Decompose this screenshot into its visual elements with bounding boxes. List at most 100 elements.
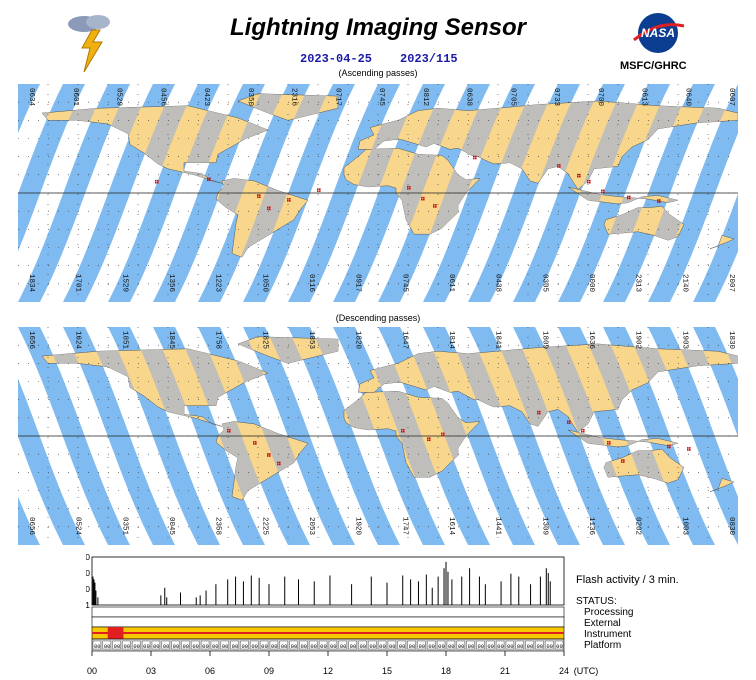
platform-value: 00: [153, 643, 160, 650]
flash-point: [435, 204, 437, 206]
flash-point: [557, 166, 559, 168]
flash-point: [443, 432, 445, 435]
flash-point: [253, 441, 255, 443]
pass-time-bottom-label: 1834: [27, 274, 35, 293]
pass-time-bottom-label: 1920: [354, 517, 362, 536]
platform-value: 00: [478, 643, 485, 650]
external-label: External: [584, 618, 621, 629]
platform-cell: [259, 640, 269, 650]
platform-value: 00: [143, 643, 150, 650]
flash-point: [409, 187, 411, 190]
platform-cell: [407, 640, 416, 650]
descending-map: 1656 1624 1851 1845 1758 1825 1853 1820 1647 1814…: [18, 327, 738, 545]
flash-point: [287, 198, 289, 200]
flash-point: [537, 412, 539, 415]
processing-bar: [91, 606, 565, 618]
flash-point: [601, 189, 603, 192]
flash-point: [433, 206, 435, 208]
platform-label: Platform: [584, 640, 622, 651]
platform-cell: [141, 640, 151, 650]
platform-cell: [112, 640, 121, 650]
pass-time-bottom-label: 1136: [587, 517, 595, 536]
pass-time-bottom-label: 0438: [494, 274, 502, 292]
y-tick-label: 1: [86, 600, 90, 610]
flash-point: [627, 195, 629, 198]
flash-point: [257, 194, 259, 197]
pass-time-top-label: 0529: [115, 88, 123, 106]
pass-time-bottom-label: 1356: [167, 274, 175, 293]
platform-value: 00: [114, 643, 121, 650]
continent: [709, 478, 735, 492]
flash-point: [621, 461, 623, 463]
platform-value: 00: [251, 643, 258, 650]
flash-point: [255, 443, 257, 445]
x-tick-label: 09: [263, 666, 275, 676]
flash-point: [627, 197, 629, 200]
flash-point: [581, 428, 583, 431]
flash-point: [583, 430, 585, 433]
flash-activity-label: Flash activity / 3 min.: [576, 574, 679, 586]
flash-point: [441, 434, 443, 437]
pass-time-top-label: 1809: [540, 331, 548, 349]
pass-time-top-label: 0700: [596, 88, 604, 107]
flash-point: [475, 155, 477, 158]
platform-cell: [515, 640, 524, 650]
flash-point: [657, 201, 659, 203]
org-label: MSFC/GHRC: [620, 60, 687, 72]
flash-point: [435, 206, 437, 208]
flash-point: [269, 206, 271, 209]
platform-cell: [240, 640, 249, 650]
platform-value: 00: [104, 643, 111, 650]
coverage-swath: [648, 84, 738, 302]
platform-cell: [220, 640, 229, 650]
date-label: 2023-04-25: [300, 52, 373, 66]
flash-point: [401, 428, 403, 431]
pass-time-top-label: 0423: [202, 88, 210, 107]
platform-cell: [181, 640, 190, 650]
pass-time-top-label: 1841: [494, 331, 502, 350]
platform-value: 00: [94, 643, 101, 650]
platform-value: 00: [133, 643, 140, 650]
flash-point: [607, 443, 609, 445]
platform-value: 00: [419, 643, 426, 650]
pass-time-top-label: 1636: [587, 331, 595, 350]
platform-value: 00: [360, 643, 367, 650]
pass-time-top-label: 1830: [727, 331, 735, 350]
platform-value: 00: [173, 643, 180, 650]
status-label: STATUS:: [576, 596, 617, 607]
platform-value: 00: [183, 643, 190, 650]
day-of-year-label: 2023/115: [400, 52, 458, 66]
flash-point: [689, 449, 691, 451]
platform-cell: [358, 640, 367, 650]
flash-point: [607, 441, 609, 443]
platform-value: 00: [507, 643, 514, 650]
platform-value: 00: [202, 643, 209, 650]
flash-point: [209, 179, 211, 182]
flash-point: [407, 185, 409, 188]
platform-value: 00: [399, 643, 406, 650]
platform-cell: [417, 640, 426, 650]
flash-point: [207, 177, 209, 180]
flash-point: [227, 430, 229, 433]
flash-point: [279, 461, 281, 464]
cloud-shape: [68, 15, 110, 32]
pass-time-bottom-label: 0305: [540, 274, 548, 293]
platform-value: 00: [350, 643, 357, 650]
flash-point: [229, 428, 231, 431]
flash-point: [427, 437, 429, 440]
flash-point: [559, 164, 561, 166]
pass-time-bottom-label: 0202: [634, 517, 642, 535]
platform-value: 00: [222, 643, 229, 650]
flash-point: [257, 196, 259, 199]
pass-time-top-label: 1903: [680, 331, 688, 350]
flash-point: [259, 196, 261, 199]
flash-point: [667, 444, 669, 447]
flash-point: [603, 191, 605, 194]
pass-time-top-label: 0812: [421, 88, 429, 106]
flash-point: [609, 443, 611, 445]
flash-point: [227, 428, 229, 431]
y-tick-label: 10: [86, 584, 90, 594]
x-tick-label: 03: [145, 666, 157, 676]
flash-point: [423, 198, 425, 201]
